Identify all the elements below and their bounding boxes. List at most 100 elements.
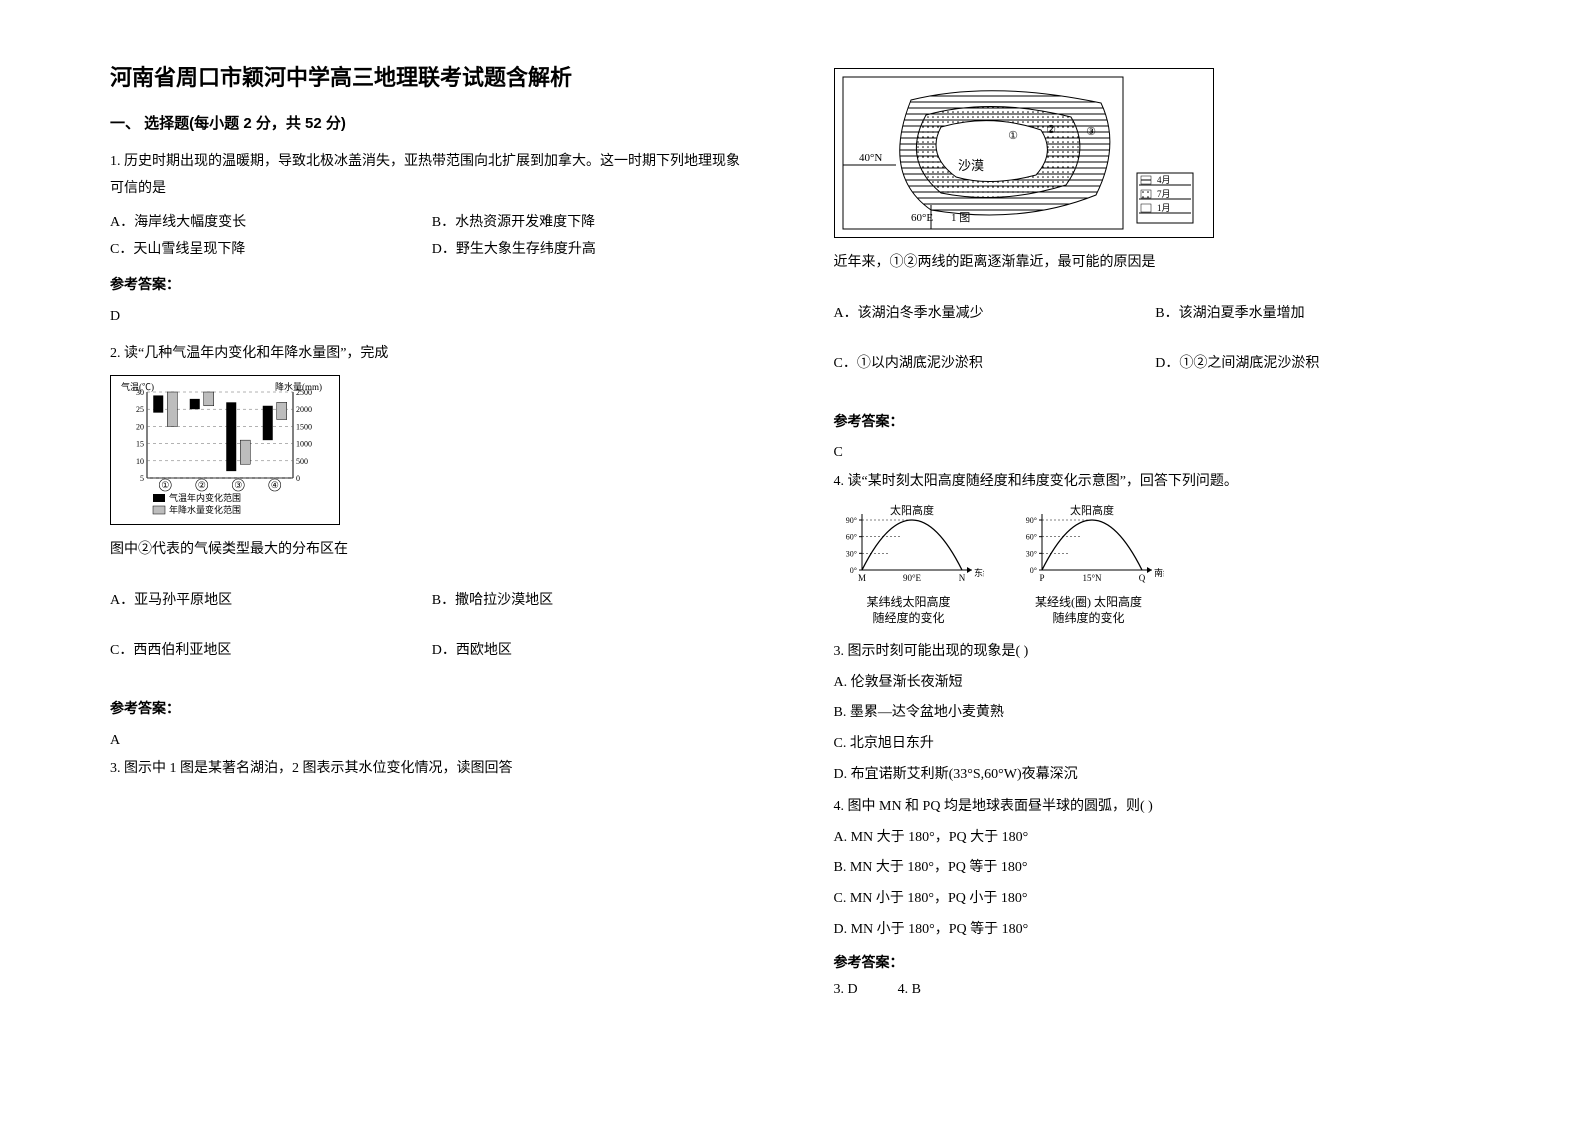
svg-text:7月: 7月 xyxy=(1157,189,1171,199)
lake-chart: 沙漠 ① ② ③ 40°N 60°E 1 图 4月 7月 1月 xyxy=(834,68,1214,238)
svg-text:②: ② xyxy=(198,480,206,490)
q2-subhead: 图中②代表的气候类型最大的分布区在 xyxy=(110,537,754,564)
svg-text:沙漠: 沙漠 xyxy=(957,158,983,173)
svg-text:4月: 4月 xyxy=(1157,175,1171,185)
svg-text:30°: 30° xyxy=(845,549,856,558)
q3r-optD: D．①②之间湖底泥沙淤积 xyxy=(1155,351,1477,378)
svg-text:太阳高度: 太阳高度 xyxy=(890,504,934,517)
q1-options: A．海岸线大幅度变长 B．水热资源开发难度下降 C．天山雪线呈现下降 D．野生大… xyxy=(110,210,754,263)
q2-options: A．亚马孙平原地区 B．撒哈拉沙漠地区 xyxy=(110,588,754,615)
svg-text:60°E: 60°E xyxy=(911,212,933,224)
q1-optD: D．野生大象生存纬度升高 xyxy=(432,237,754,264)
q1-optA: A．海岸线大幅度变长 xyxy=(110,210,432,237)
q4-answer-label: 参考答案： xyxy=(834,949,1478,976)
svg-text:①: ① xyxy=(161,480,169,490)
sun-chart-right: 太阳高度 0° 30° 60° 90° P 15°N Q 南纬度 某经线(圈) 太阳高度随纬度的… xyxy=(1014,504,1164,628)
q1-optC: C．天山雪线呈现下降 xyxy=(110,237,432,264)
q3r-stem: 近年来，①②两线的距离逐渐靠近，最可能的原因是 xyxy=(834,250,1478,277)
svg-text:1月: 1月 xyxy=(1157,203,1171,213)
q4-sub3-stem: 3. 图示时刻可能出现的现象是( ) xyxy=(834,639,1478,666)
q4-sub4-D: D. MN 小于 180°，PQ 等于 180° xyxy=(834,917,1478,944)
svg-text:P: P xyxy=(1039,573,1044,583)
q1-answer-label: 参考答案： xyxy=(110,271,754,298)
svg-text:25: 25 xyxy=(136,405,144,414)
q4-sub3-options: A. 伦敦昼渐长夜渐短 B. 墨累—达令盆地小麦黄熟 C. 北京旭日东升 D. … xyxy=(834,670,1478,788)
q4-sub4-C: C. MN 小于 180°，PQ 小于 180° xyxy=(834,886,1478,913)
q4-sub4-options: A. MN 大于 180°，PQ 大于 180° B. MN 大于 180°，P… xyxy=(834,825,1478,943)
q4-sub3-B: B. 墨累—达令盆地小麦黄熟 xyxy=(834,700,1478,727)
svg-text:③: ③ xyxy=(234,480,242,490)
svg-text:1 图: 1 图 xyxy=(951,211,970,224)
q1-optB: B．水热资源开发难度下降 xyxy=(432,210,754,237)
doc-title: 河南省周口市颖河中学高三地理联考试题含解析 xyxy=(110,60,754,92)
q4-sub3-C: C. 北京旭日东升 xyxy=(834,731,1478,758)
sun-right-caption: 某经线(圈) 太阳高度随纬度的变化 xyxy=(1014,594,1164,628)
svg-text:降水量(mm): 降水量(mm) xyxy=(275,382,322,392)
q2-optA: A．亚马孙平原地区 xyxy=(110,588,432,615)
q3r-optB: B．该湖泊夏季水量增加 xyxy=(1155,301,1477,328)
q4-sub3-D: D. 布宜诺斯艾利斯(33°S,60°W)夜幕深沉 xyxy=(834,762,1478,789)
svg-text:①: ① xyxy=(1008,130,1018,142)
svg-text:5: 5 xyxy=(140,474,144,483)
svg-text:2000: 2000 xyxy=(296,405,312,414)
svg-text:0: 0 xyxy=(296,474,300,483)
q2-optB: B．撒哈拉沙漠地区 xyxy=(432,588,754,615)
q3r-answer: C xyxy=(834,440,1478,467)
svg-text:60°: 60° xyxy=(845,532,856,541)
svg-text:30°: 30° xyxy=(1025,549,1036,558)
q1-stem: 1. 历史时期出现的温暖期，导致北极冰盖消失，亚热带范围向北扩展到加拿大。这一时… xyxy=(110,149,754,202)
q2-optC: C．西西伯利亚地区 xyxy=(110,638,432,665)
svg-text:40°N: 40°N xyxy=(859,152,882,164)
q1-answer: D xyxy=(110,304,754,331)
right-column: 沙漠 ① ② ③ 40°N 60°E 1 图 4月 7月 1月 近年来，①②两线的距离逐渐靠近，最… xyxy=(794,60,1498,1082)
svg-text:20: 20 xyxy=(136,423,144,432)
q3r-answer-label: 参考答案： xyxy=(834,408,1478,435)
svg-text:15: 15 xyxy=(136,440,144,449)
svg-text:太阳高度: 太阳高度 xyxy=(1070,504,1114,517)
q2-answer-label: 参考答案： xyxy=(110,695,754,722)
svg-text:N: N xyxy=(958,573,965,583)
sun-chart-left: 太阳高度 0° 30° 60° 90° M 90°E N 东经度 某纬线太阳高度随经度的变化 xyxy=(834,504,984,628)
q4-sub3-A: A. 伦敦昼渐长夜渐短 xyxy=(834,670,1478,697)
svg-text:③: ③ xyxy=(1086,126,1096,138)
section-heading: 一、 选择题(每小题 2 分，共 52 分) xyxy=(110,112,754,133)
q4-ans3: 3. D xyxy=(834,982,858,998)
svg-text:东经度: 东经度 xyxy=(974,567,984,578)
svg-text:1500: 1500 xyxy=(296,423,312,432)
svg-text:90°E: 90°E xyxy=(902,573,921,583)
svg-text:②: ② xyxy=(1046,124,1056,136)
q3-stem: 3. 图示中 1 图是某著名湖泊，2 图表示其水位变化情况，读图回答 xyxy=(110,756,754,783)
svg-text:500: 500 xyxy=(296,457,308,466)
svg-text:年降水量变化范围: 年降水量变化范围 xyxy=(169,504,241,515)
q3r-options-2: C．①以内湖底泥沙淤积 D．①②之间湖底泥沙淤积 xyxy=(834,351,1478,378)
svg-text:15°N: 15°N xyxy=(1082,573,1102,583)
q4-sub4-A: A. MN 大于 180°，PQ 大于 180° xyxy=(834,825,1478,852)
svg-text:90°: 90° xyxy=(845,516,856,525)
svg-text:10: 10 xyxy=(136,457,144,466)
sun-charts: 太阳高度 0° 30° 60° 90° M 90°E N 东经度 某纬线太阳高度随经度的变化 太… xyxy=(834,504,1478,628)
sun-left-caption: 某纬线太阳高度随经度的变化 xyxy=(834,594,984,628)
q4-ans4: 4. B xyxy=(898,982,921,998)
q4-sub4-stem: 4. 图中 MN 和 PQ 均是地球表面昼半球的圆弧，则( ) xyxy=(834,794,1478,821)
svg-text:南纬度: 南纬度 xyxy=(1154,567,1164,578)
q2-optD: D．西欧地区 xyxy=(432,638,754,665)
svg-text:60°: 60° xyxy=(1025,532,1036,541)
q4-sub4-B: B. MN 大于 180°，PQ 等于 180° xyxy=(834,855,1478,882)
q4-answers: 3. D 4. B xyxy=(834,982,1478,998)
svg-text:90°: 90° xyxy=(1025,516,1036,525)
svg-text:0°: 0° xyxy=(1029,566,1036,575)
svg-text:0°: 0° xyxy=(849,566,856,575)
svg-text:气温(℃): 气温(℃) xyxy=(121,382,154,392)
q3r-optA: A．该湖泊冬季水量减少 xyxy=(834,301,1156,328)
climate-chart: 5101520253005001000150020002500气温(℃)降水量(… xyxy=(110,375,340,525)
svg-text:④: ④ xyxy=(271,480,279,490)
q2-stem: 2. 读“几种气温年内变化和年降水量图”，完成 xyxy=(110,341,754,368)
svg-text:1000: 1000 xyxy=(296,440,312,449)
svg-text:M: M xyxy=(857,573,865,583)
svg-text:气温年内变化范围: 气温年内变化范围 xyxy=(169,492,241,503)
q2-answer: A xyxy=(110,728,754,755)
svg-text:Q: Q xyxy=(1138,573,1145,583)
q4-stem: 4. 读“某时刻太阳高度随经度和纬度变化示意图”，回答下列问题。 xyxy=(834,469,1478,496)
q3r-optC: C．①以内湖底泥沙淤积 xyxy=(834,351,1156,378)
q3r-options: A．该湖泊冬季水量减少 B．该湖泊夏季水量增加 xyxy=(834,301,1478,328)
